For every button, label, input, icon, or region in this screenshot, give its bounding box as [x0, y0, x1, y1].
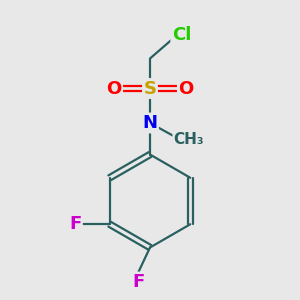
- Text: Cl: Cl: [172, 26, 191, 44]
- Text: F: F: [69, 215, 81, 233]
- Text: F: F: [132, 273, 144, 291]
- Text: O: O: [178, 80, 194, 98]
- Text: O: O: [106, 80, 122, 98]
- Text: S: S: [143, 80, 157, 98]
- Text: N: N: [142, 114, 158, 132]
- Text: CH₃: CH₃: [174, 132, 204, 147]
